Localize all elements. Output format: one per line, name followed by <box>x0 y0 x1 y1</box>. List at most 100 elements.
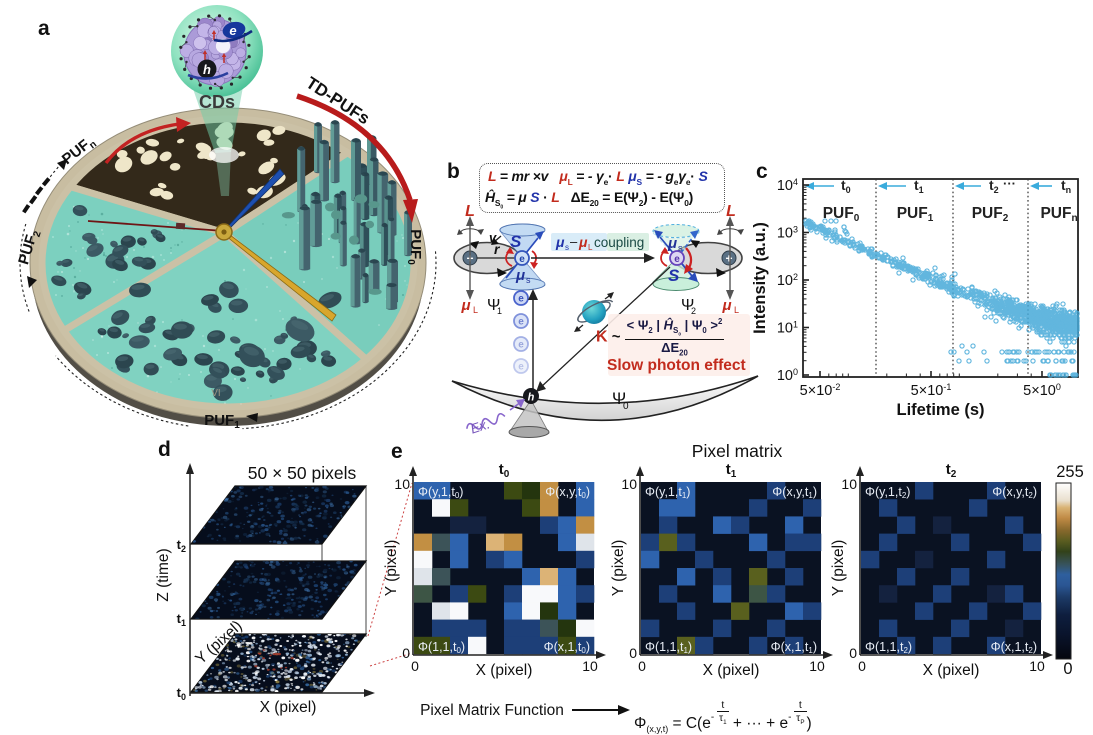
svg-text:5×100: 5×100 <box>1023 382 1061 399</box>
svg-text:Intensity (a.u.): Intensity (a.u.) <box>751 222 769 334</box>
svg-text:v: v <box>489 230 497 245</box>
svg-text:CDs: CDs <box>199 92 235 112</box>
svg-text:t0: t0 <box>177 685 186 702</box>
svg-text:Z (time): Z (time) <box>155 548 172 601</box>
svg-text:e: e <box>391 440 403 463</box>
svg-text:S: S <box>510 232 522 251</box>
svg-text:t1: t1 <box>177 611 186 628</box>
svg-text:s: s <box>565 243 569 252</box>
svg-text:a: a <box>38 17 50 40</box>
svg-text:100: 100 <box>777 367 798 384</box>
svg-text:0: 0 <box>402 645 410 661</box>
svg-text:L: L <box>588 243 593 252</box>
svg-text:t0: t0 <box>499 461 510 480</box>
svg-text:e: e <box>519 254 525 265</box>
svg-text:104: 104 <box>777 177 798 194</box>
svg-text:tn: tn <box>1061 177 1071 195</box>
svg-text:t1: t1 <box>726 461 737 480</box>
svg-text:Φ(x,1,t2): Φ(x,1,t2) <box>991 640 1037 655</box>
svg-text:0: 0 <box>1063 660 1072 678</box>
svg-text:···: ··· <box>1003 176 1016 191</box>
svg-text:0: 0 <box>858 658 866 674</box>
svg-text:103: 103 <box>777 225 798 242</box>
svg-text:1: 1 <box>497 306 502 316</box>
svg-text:L: L <box>726 203 736 220</box>
svg-text:X (pixel): X (pixel) <box>703 662 760 679</box>
svg-text:Y (pixel): Y (pixel) <box>830 540 847 597</box>
svg-text:t2: t2 <box>177 537 186 554</box>
svg-text:10: 10 <box>621 476 637 492</box>
svg-text:h: h <box>203 62 211 77</box>
svg-text:0: 0 <box>629 645 637 661</box>
svg-text:0: 0 <box>849 645 857 661</box>
svg-text:Y (pixel): Y (pixel) <box>610 540 627 597</box>
svg-text:t0: t0 <box>841 177 851 195</box>
svg-text:0: 0 <box>638 658 646 674</box>
svg-text:2: 2 <box>691 306 696 316</box>
svg-text:0: 0 <box>411 658 419 674</box>
svg-text:Ψ: Ψ <box>487 297 500 314</box>
svg-text:102: 102 <box>777 272 798 289</box>
svg-text:+: + <box>725 252 732 266</box>
svg-text:Lifetime (s): Lifetime (s) <box>896 401 984 419</box>
svg-text:10: 10 <box>841 476 857 492</box>
svg-text:e: e <box>518 294 524 305</box>
svg-text:X (pixel): X (pixel) <box>923 662 980 679</box>
svg-text:10: 10 <box>394 476 410 492</box>
svg-text:50 × 50 pixels: 50 × 50 pixels <box>248 463 357 483</box>
svg-text:d: d <box>158 438 171 461</box>
svg-text:μ: μ <box>555 234 565 250</box>
svg-text:S: S <box>668 266 680 285</box>
svg-text:5×10-1: 5×10-1 <box>911 382 952 399</box>
svg-text:10: 10 <box>809 658 825 674</box>
svg-text:Y (pixel): Y (pixel) <box>383 540 400 597</box>
svg-text:–: – <box>570 234 578 249</box>
svg-text:PUFn: PUFn <box>1040 205 1077 224</box>
svg-text:Φ(x,1,t1): Φ(x,1,t1) <box>771 640 817 655</box>
svg-text:Φ(y,1,t1): Φ(y,1,t1) <box>645 485 690 500</box>
svg-text:s: s <box>526 275 531 285</box>
svg-text:X (pixel): X (pixel) <box>260 699 317 716</box>
svg-text:e: e <box>518 317 524 328</box>
svg-text:L: L <box>734 305 739 315</box>
svg-text:r: r <box>494 241 501 257</box>
svg-text:b: b <box>447 160 460 183</box>
svg-text:Ψ: Ψ <box>612 389 626 408</box>
svg-text:Φ(1,1,t0): Φ(1,1,t0) <box>418 640 465 655</box>
svg-text:Pixel Matrix Function: Pixel Matrix Function <box>420 702 564 719</box>
svg-text:PUF0: PUF0 <box>405 229 424 265</box>
svg-text:e: e <box>674 254 680 265</box>
svg-text:Ψ: Ψ <box>681 297 694 314</box>
svg-text:PUF2: PUF2 <box>972 205 1009 224</box>
svg-text:Φ(1,1,t2): Φ(1,1,t2) <box>865 640 912 655</box>
svg-text:e: e <box>518 362 524 373</box>
svg-text:coupling: coupling <box>594 235 644 250</box>
svg-text:s: s <box>678 243 683 253</box>
svg-text:Φ(1,1,t1): Φ(1,1,t1) <box>645 640 692 655</box>
svg-text:0: 0 <box>623 401 629 412</box>
svg-text:255: 255 <box>1056 463 1084 481</box>
svg-text:μ: μ <box>667 235 677 252</box>
svg-text:μ: μ <box>578 234 588 250</box>
svg-text:t1: t1 <box>914 177 924 195</box>
svg-text:VI: VI <box>211 388 220 399</box>
svg-text:10: 10 <box>582 658 598 674</box>
svg-text:Φ(x,y,t1): Φ(x,y,t1) <box>772 485 817 500</box>
svg-text:10: 10 <box>1029 658 1045 674</box>
svg-text:L: L <box>473 305 478 315</box>
svg-text:Pixel matrix: Pixel matrix <box>692 441 783 461</box>
svg-text:PUF1: PUF1 <box>897 205 934 224</box>
svg-text:μ: μ <box>515 267 525 284</box>
svg-text:c: c <box>756 160 768 183</box>
svg-text:Ex.: Ex. <box>469 416 492 436</box>
svg-text:101: 101 <box>777 320 798 337</box>
svg-text:Φ(x,y,t2): Φ(x,y,t2) <box>992 485 1037 500</box>
svg-text:L: L <box>465 203 475 220</box>
svg-text:t2: t2 <box>989 177 999 195</box>
svg-text:Φ(y,1,t0): Φ(y,1,t0) <box>418 485 463 500</box>
svg-text:h: h <box>528 392 535 404</box>
svg-text:μ: μ <box>721 297 731 314</box>
svg-text:Φ(x,y,t0): Φ(x,y,t0) <box>545 485 590 500</box>
svg-text:Φ(y,1,t2): Φ(y,1,t2) <box>865 485 910 500</box>
svg-text:e: e <box>229 23 236 38</box>
